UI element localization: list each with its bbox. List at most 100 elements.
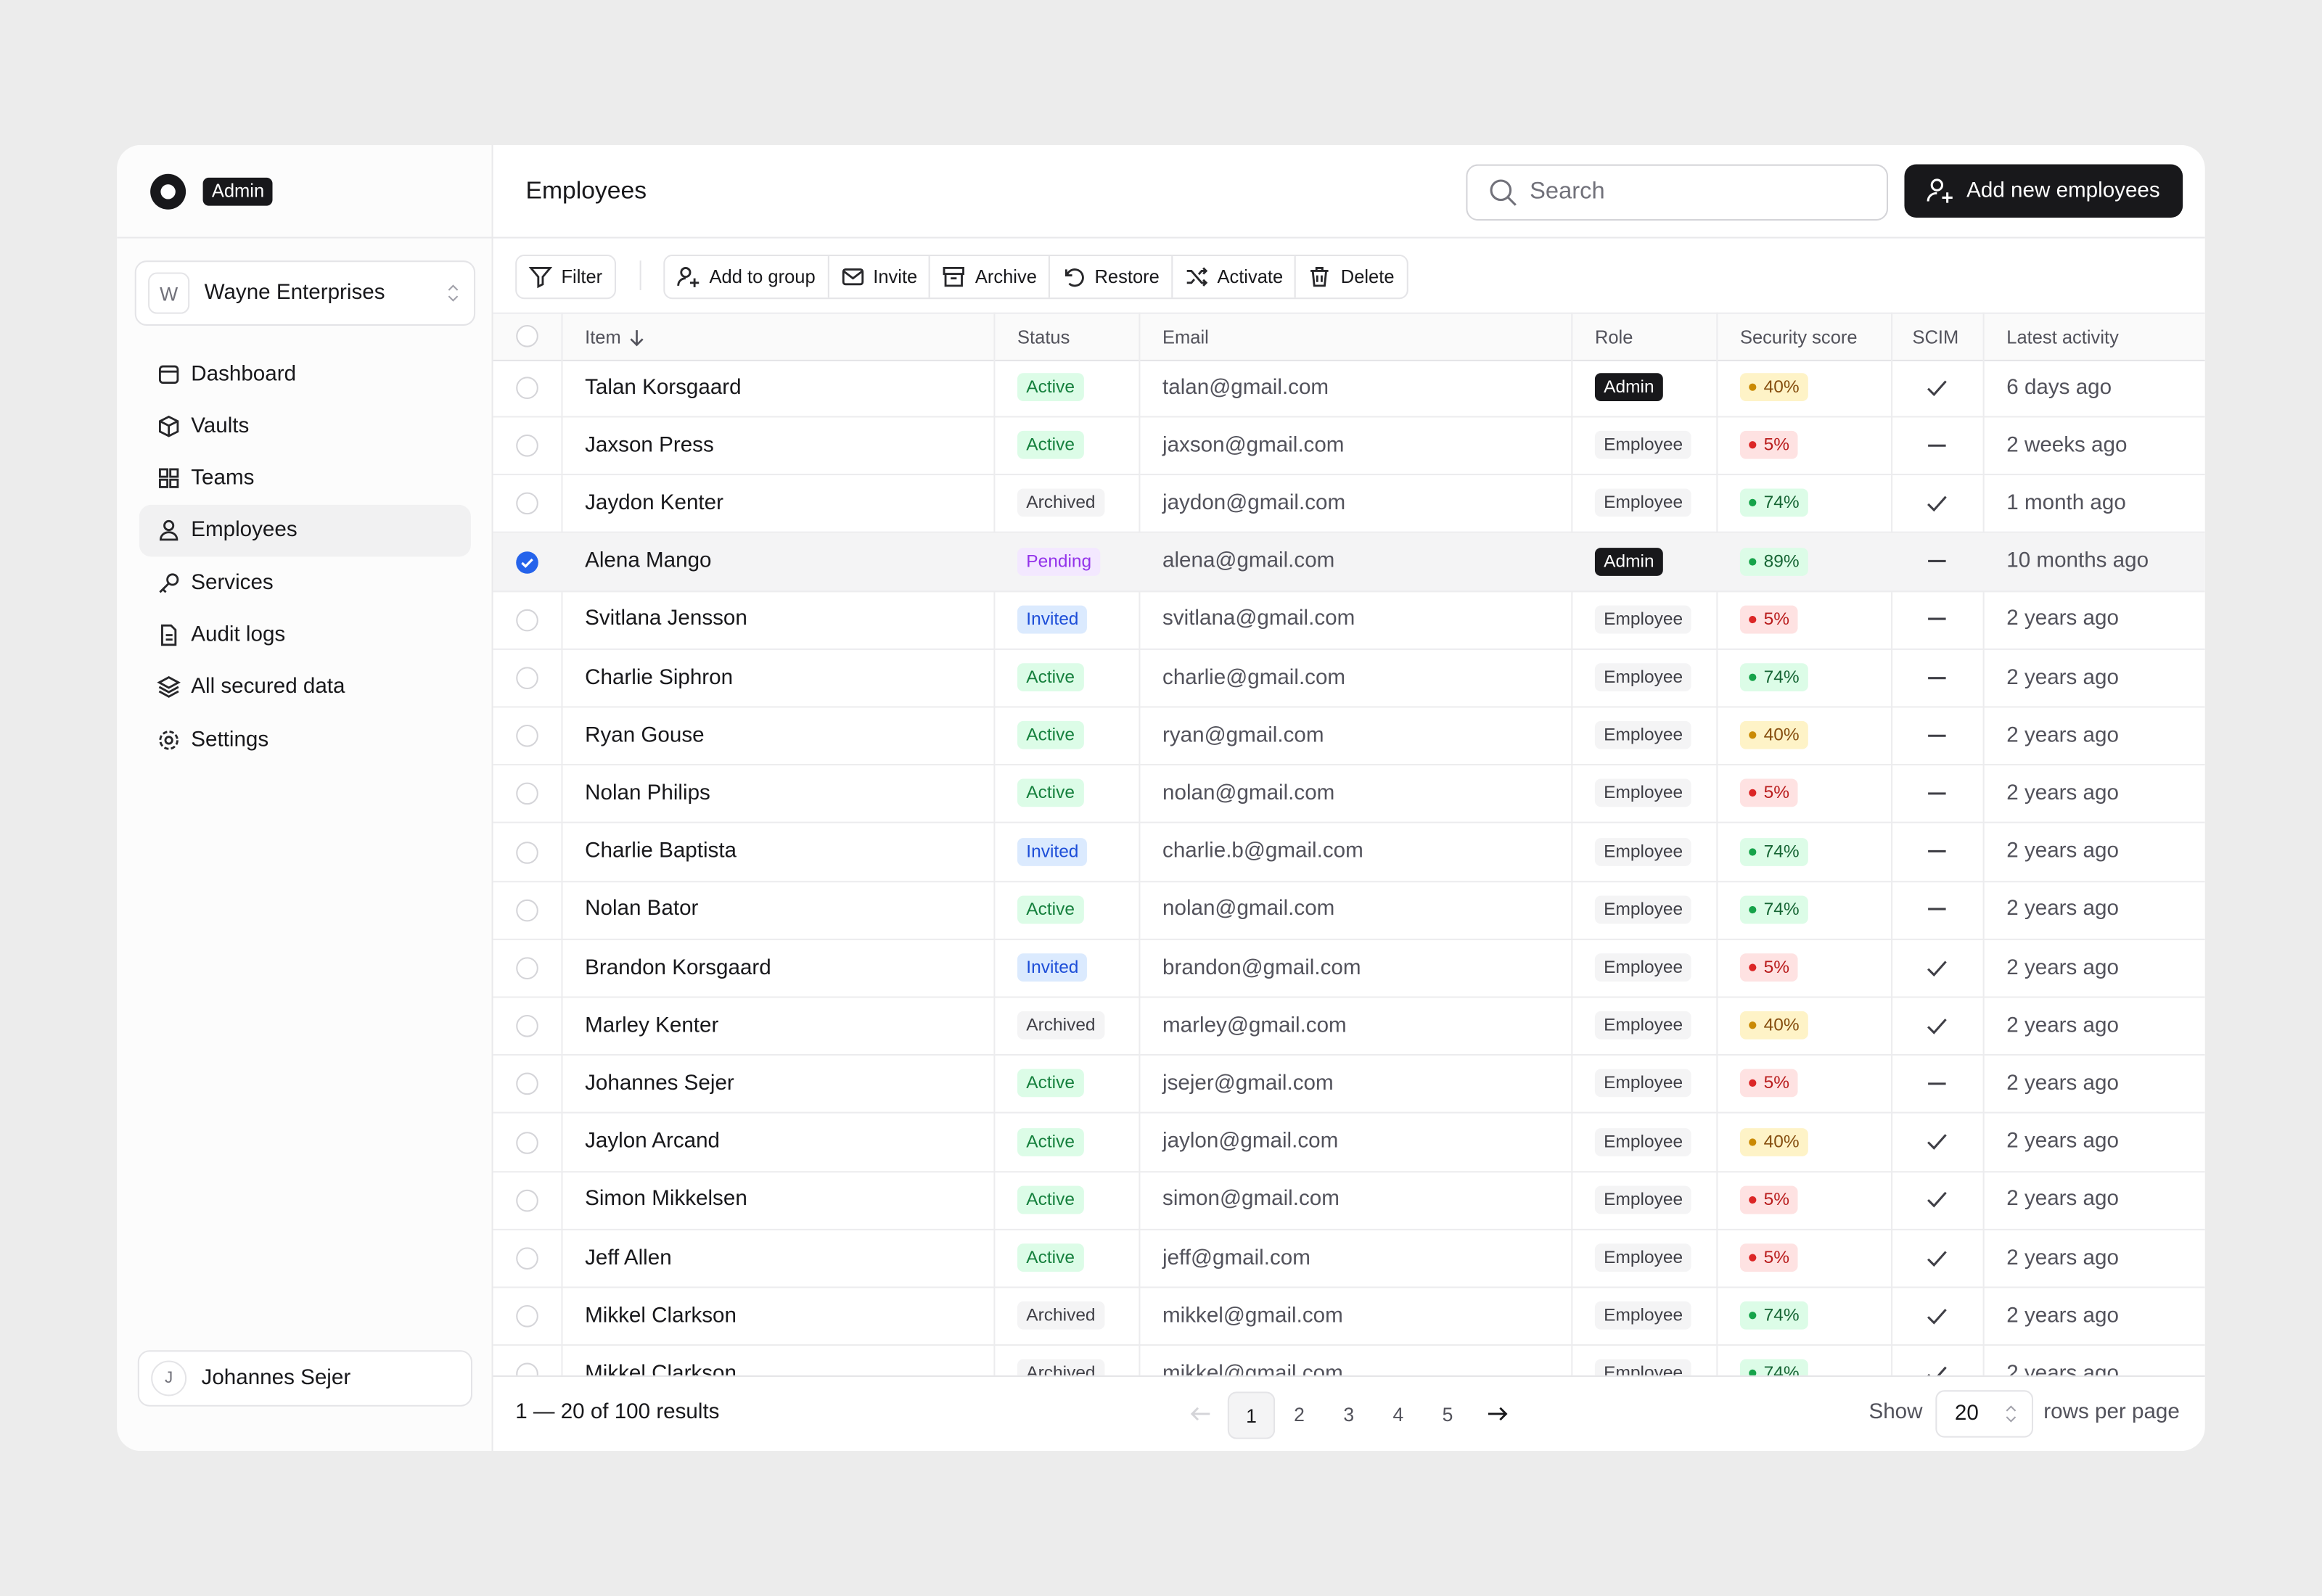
score-value: 5% (1763, 1072, 1789, 1093)
page-size-select[interactable]: 20 (1935, 1390, 2034, 1438)
cell: jaxson@gmail.com (1162, 416, 1344, 474)
column-label: Role (1594, 326, 1633, 347)
table-header: Item Status Email Role Security score SCIM Lat… (493, 312, 2205, 361)
employee-name: Svitlana Jensson (585, 607, 747, 631)
table-row[interactable]: Jaylon Arcand Active jaylon@gmail.com Emplo… (493, 1113, 2205, 1172)
cell (1891, 765, 1983, 823)
nav-item[interactable]: Vaults (139, 400, 471, 452)
table-row[interactable]: Charlie Baptista Invited charlie.b@gmail.c… (493, 823, 2205, 882)
divider (117, 236, 492, 239)
table-row[interactable]: Nolan Bator Active nolan@gmail.com Employee… (493, 881, 2205, 940)
status-badge: Archived (1017, 1360, 1104, 1375)
row-checkbox (516, 783, 538, 805)
nav-item[interactable]: Audit logs (139, 609, 471, 661)
table-row[interactable]: Alena Mango Pending alena@gmail.com Admin 89… (493, 532, 2205, 592)
score-badge: 74% (1739, 1360, 1808, 1375)
scim-dash (1928, 444, 1946, 447)
score-dot (1749, 1138, 1757, 1145)
org-switcher[interactable]: W Wayne Enterprises (134, 260, 476, 326)
latest-activity: 2 years ago (2006, 1188, 2119, 1212)
user-menu[interactable]: J Johannes Sejer (137, 1350, 473, 1407)
score-badge: 5% (1739, 431, 1799, 460)
toolbar-item[interactable]: Restore (1050, 256, 1173, 298)
cell: Active (1017, 765, 1084, 823)
page-button[interactable]: 4 (1392, 1402, 1404, 1426)
table-row[interactable]: Svitlana Jensson Invited svitlana@gmail.co… (493, 591, 2205, 650)
filter-button[interactable]: Filter (515, 255, 616, 300)
nav-item[interactable]: Teams (139, 453, 471, 504)
nav-item[interactable]: Settings (139, 714, 471, 765)
page-button[interactable]: 1 (1227, 1391, 1276, 1439)
cell: Jaydon Kenter (585, 474, 723, 532)
page-button[interactable]: 2 (1294, 1402, 1305, 1426)
latest-activity: 2 years ago (2006, 1071, 2119, 1095)
table-row[interactable]: Mikkel Clarkson Archived mikkel@gmail.com E… (493, 1345, 2205, 1375)
add-button[interactable]: Add new employees (1904, 164, 2183, 218)
table-row[interactable]: Mikkel Clarkson Archived mikkel@gmail.com E… (493, 1287, 2205, 1346)
score-badge: 40% (1739, 1011, 1808, 1040)
employee-name: Charlie Baptista (585, 839, 737, 863)
table-row[interactable]: Marley Kenter Archived marley@gmail.com Emp… (493, 997, 2205, 1056)
score-badge: 74% (1739, 1301, 1808, 1330)
nav-icon (159, 520, 179, 542)
score-value: 74% (1763, 666, 1800, 687)
scim-check (1927, 1018, 1947, 1034)
role-badge: Employee (1594, 1360, 1692, 1375)
status-badge: Active (1017, 663, 1084, 692)
results-summary: 1 — 20 of 100 results (515, 1400, 720, 1425)
page-button[interactable]: 3 (1343, 1402, 1355, 1426)
cell: 2 years ago (2006, 765, 2119, 823)
rows-per-page-label: rows per page (2043, 1400, 2180, 1425)
employee-name: Alena Mango (585, 549, 712, 573)
table-row[interactable]: Jeff Allen Active jeff@gmail.com Employee 5%… (493, 1229, 2205, 1288)
toolbar-item[interactable]: Activate (1173, 256, 1297, 298)
table-row[interactable]: Jaxson Press Active jaxson@gmail.com Employ… (493, 416, 2205, 476)
page-button[interactable]: 5 (1442, 1402, 1453, 1426)
toolbar-item[interactable]: Invite (829, 256, 931, 298)
cell: 2 years ago (2006, 1055, 2119, 1113)
cell: Active (1017, 1229, 1084, 1287)
row-checkbox (516, 1015, 538, 1037)
nav-item[interactable]: Employees (139, 504, 471, 557)
score-dot (1749, 1196, 1757, 1204)
search-box[interactable]: Search (1466, 164, 1889, 221)
column-header: Latest activity (2006, 314, 2119, 360)
score-badge: 89% (1739, 547, 1808, 576)
table-row[interactable]: Johannes Sejer Active jsejer@gmail.com Empl… (493, 1055, 2205, 1114)
table-row[interactable]: Talan Korsgaard Active talan@gmail.com Admi… (493, 358, 2205, 418)
nav-item[interactable]: All secured data (139, 662, 471, 713)
scim-dash (1928, 618, 1946, 621)
latest-activity: 2 years ago (2006, 781, 2119, 805)
table-row[interactable]: Nolan Philips Active nolan@gmail.com Employ… (493, 765, 2205, 824)
table-row[interactable]: Simon Mikkelsen Active simon@gmail.com Empl… (493, 1171, 2205, 1230)
toolbar-item[interactable]: Archive (931, 256, 1051, 298)
toolbar-label: Delete (1340, 266, 1395, 287)
cell: 2 years ago (2006, 823, 2119, 881)
employee-name: Jaylon Arcand (585, 1130, 721, 1153)
show-label: Show (1868, 1400, 1923, 1425)
cell (1891, 1345, 1983, 1375)
toolbar-item[interactable]: Add to group (665, 256, 829, 298)
latest-activity: 2 years ago (2006, 1246, 2119, 1270)
table-row[interactable]: Ryan Gouse Active ryan@gmail.com Employee 40… (493, 707, 2205, 766)
score-value: 74% (1763, 898, 1800, 919)
table-row[interactable]: Charlie Siphron Active charlie@gmail.com Em… (493, 649, 2205, 708)
cell: 2 years ago (2006, 1229, 2119, 1287)
role-badge: Employee (1594, 1301, 1692, 1330)
role-badge: Admin (1594, 547, 1663, 576)
nav-item[interactable]: Services (139, 557, 471, 609)
status-badge: Archived (1017, 489, 1104, 518)
score-value: 89% (1763, 550, 1800, 571)
table-row[interactable]: Brandon Korsgaard Invited brandon@gmail.co… (493, 939, 2205, 998)
cell: 2 years ago (2006, 1113, 2119, 1171)
cell (1891, 823, 1983, 881)
cell: jsejer@gmail.com (1162, 1055, 1334, 1113)
cell: nolan@gmail.com (1162, 765, 1334, 823)
row-checkbox (516, 609, 538, 631)
toolbar-item[interactable]: Delete (1297, 256, 1406, 297)
email: jaxson@gmail.com (1162, 433, 1345, 457)
toolbar-item[interactable]: Filter (517, 256, 614, 297)
nav-item[interactable]: Dashboard (139, 348, 471, 400)
table-row[interactable]: Jaydon Kenter Archived jaydon@gmail.com Emp… (493, 474, 2205, 534)
scim-check (1927, 1192, 1947, 1209)
